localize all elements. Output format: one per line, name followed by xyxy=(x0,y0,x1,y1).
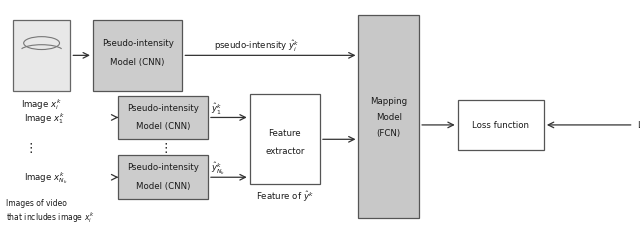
Text: Mapping: Mapping xyxy=(370,96,408,105)
Text: $\hat{y}_{N_k}^k$: $\hat{y}_{N_k}^k$ xyxy=(211,160,226,176)
FancyBboxPatch shape xyxy=(118,156,208,199)
Text: pseudo-intensity $\hat{y}_i^k$: pseudo-intensity $\hat{y}_i^k$ xyxy=(214,38,299,53)
FancyBboxPatch shape xyxy=(118,96,208,140)
FancyBboxPatch shape xyxy=(250,95,320,184)
Text: Image $x_1^k$: Image $x_1^k$ xyxy=(24,111,65,125)
FancyBboxPatch shape xyxy=(458,101,544,150)
FancyBboxPatch shape xyxy=(93,21,182,92)
Text: Pseudo-intensity: Pseudo-intensity xyxy=(102,39,173,48)
Text: Model: Model xyxy=(376,112,402,121)
Text: Pseudo-intensity: Pseudo-intensity xyxy=(127,163,199,172)
Text: Model (CNN): Model (CNN) xyxy=(136,181,190,190)
FancyBboxPatch shape xyxy=(13,21,70,92)
Text: Image $x_{N_k}^k$: Image $x_{N_k}^k$ xyxy=(24,169,68,185)
Text: Model (CNN): Model (CNN) xyxy=(136,121,190,131)
Text: (FCN): (FCN) xyxy=(377,128,401,137)
FancyBboxPatch shape xyxy=(358,16,419,218)
Text: Feature of $\hat{y}^k$: Feature of $\hat{y}^k$ xyxy=(256,188,314,203)
Text: $\vdots$: $\vdots$ xyxy=(24,141,33,155)
Text: Images of video
that includes image $x_i^k$: Images of video that includes image $x_i… xyxy=(6,198,95,224)
Text: $\hat{y}_1^k$: $\hat{y}_1^k$ xyxy=(211,101,222,116)
Text: Pseudo-intensity: Pseudo-intensity xyxy=(127,103,199,112)
Text: extractor: extractor xyxy=(265,147,305,156)
Text: Feature: Feature xyxy=(269,128,301,137)
Text: Label $y_i^k$: Label $y_i^k$ xyxy=(637,118,640,133)
Text: Image $x_i^k$: Image $x_i^k$ xyxy=(21,97,62,112)
Text: Loss function: Loss function xyxy=(472,121,529,130)
Text: $\vdots$: $\vdots$ xyxy=(159,141,168,155)
Text: Model (CNN): Model (CNN) xyxy=(111,57,164,66)
